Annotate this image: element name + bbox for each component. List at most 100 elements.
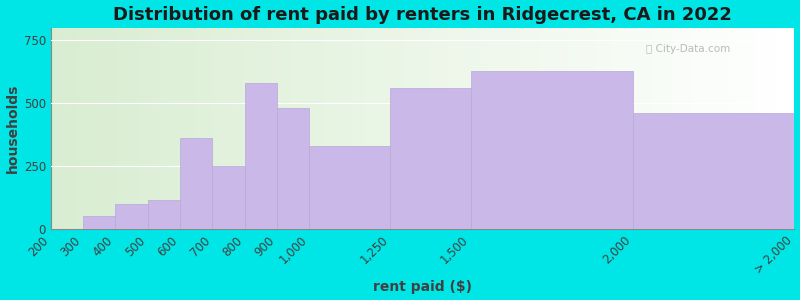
Bar	[740, 28, 742, 229]
Bar	[601, 28, 603, 229]
Bar	[363, 28, 366, 229]
Bar	[576, 28, 578, 229]
Bar	[279, 28, 282, 229]
Bar	[591, 28, 594, 229]
Bar	[51, 28, 54, 229]
Bar	[477, 28, 480, 229]
Bar	[375, 28, 378, 229]
Bar	[368, 28, 370, 229]
Title: Distribution of rent paid by renters in Ridgecrest, CA in 2022: Distribution of rent paid by renters in …	[114, 6, 732, 24]
Bar	[765, 28, 767, 229]
Bar	[497, 28, 499, 229]
Bar	[212, 28, 214, 229]
Bar	[174, 28, 178, 229]
Bar	[702, 28, 706, 229]
Bar	[381, 28, 383, 229]
Bar	[636, 28, 638, 229]
Bar	[603, 28, 606, 229]
Bar	[252, 28, 254, 229]
Bar	[537, 28, 539, 229]
Bar	[133, 28, 135, 229]
Bar	[271, 28, 274, 229]
Bar	[733, 28, 735, 229]
Bar	[122, 28, 125, 229]
Bar	[584, 28, 586, 229]
Bar	[262, 28, 264, 229]
Bar	[182, 28, 185, 229]
Bar	[202, 28, 205, 229]
Bar	[289, 28, 291, 229]
Bar	[735, 28, 738, 229]
Bar	[616, 28, 618, 229]
Bar	[549, 28, 551, 229]
Bar	[406, 28, 408, 229]
Bar	[306, 28, 309, 229]
Bar	[727, 28, 730, 229]
Bar	[316, 28, 318, 229]
Bar	[623, 28, 626, 229]
Bar	[110, 28, 113, 229]
Bar	[298, 28, 301, 229]
Bar	[499, 28, 502, 229]
Bar	[310, 146, 390, 229]
Bar	[78, 28, 81, 229]
Bar	[246, 28, 249, 229]
Bar	[398, 28, 400, 229]
Bar	[286, 28, 289, 229]
Bar	[519, 28, 522, 229]
Bar	[388, 28, 390, 229]
Bar	[754, 28, 758, 229]
Bar	[673, 28, 675, 229]
Bar	[777, 28, 779, 229]
Bar	[720, 28, 722, 229]
Bar	[598, 28, 601, 229]
Text: ⓘ City-Data.com: ⓘ City-Data.com	[646, 44, 730, 54]
Bar	[185, 28, 187, 229]
Bar	[190, 28, 192, 229]
Bar	[356, 28, 358, 229]
Bar	[108, 28, 110, 229]
Bar	[767, 28, 770, 229]
Bar	[274, 28, 276, 229]
Bar	[383, 28, 386, 229]
Bar	[542, 28, 544, 229]
Bar	[304, 28, 306, 229]
Bar	[155, 28, 158, 229]
Bar	[140, 28, 142, 229]
Bar	[534, 28, 537, 229]
Bar	[792, 28, 794, 229]
Bar	[366, 28, 368, 229]
Bar	[326, 28, 329, 229]
Bar	[440, 28, 442, 229]
Bar	[643, 28, 646, 229]
Bar	[158, 28, 160, 229]
Bar	[554, 28, 557, 229]
Bar	[213, 166, 245, 229]
Y-axis label: households: households	[6, 84, 19, 173]
Bar	[611, 28, 614, 229]
Bar	[309, 28, 311, 229]
Bar	[785, 28, 787, 229]
Bar	[462, 28, 465, 229]
Bar	[125, 28, 128, 229]
Bar	[318, 28, 321, 229]
Bar	[492, 28, 494, 229]
Bar	[334, 28, 336, 229]
Bar	[480, 28, 482, 229]
Bar	[336, 28, 338, 229]
Bar	[770, 28, 772, 229]
Bar	[294, 28, 296, 229]
Bar	[162, 28, 165, 229]
Bar	[485, 28, 487, 229]
Bar	[207, 28, 210, 229]
Bar	[650, 28, 653, 229]
Bar	[148, 200, 180, 229]
Bar	[725, 28, 727, 229]
Bar	[505, 28, 507, 229]
Bar	[249, 28, 252, 229]
Bar	[787, 28, 790, 229]
Bar	[745, 28, 747, 229]
Bar	[450, 28, 452, 229]
Bar	[425, 28, 427, 229]
Bar	[445, 28, 447, 229]
